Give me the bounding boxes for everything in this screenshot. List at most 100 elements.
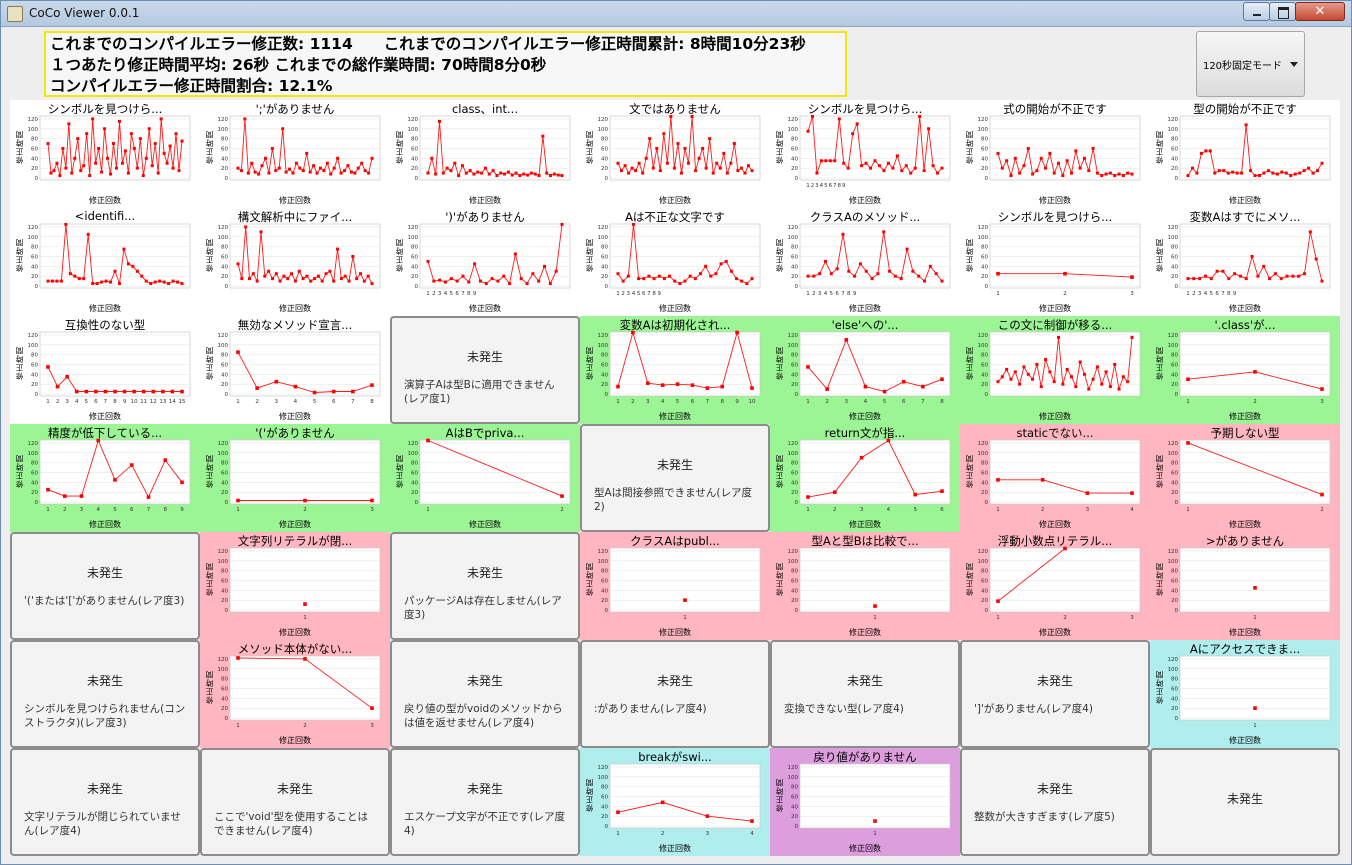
y-tick-label: 120 bbox=[1168, 117, 1179, 123]
data-point bbox=[823, 259, 827, 263]
data-point bbox=[150, 164, 154, 168]
y-tick-label: 120 bbox=[218, 117, 229, 123]
data-point bbox=[645, 381, 650, 385]
y-tick-label: 120 bbox=[788, 225, 799, 231]
data-point bbox=[250, 161, 254, 165]
chart-title: クラスAのメソッド... bbox=[809, 210, 921, 224]
data-point bbox=[117, 119, 121, 123]
x-tick-label: 3 bbox=[815, 183, 819, 189]
data-point bbox=[708, 137, 712, 141]
data-point bbox=[347, 279, 351, 283]
x-axis-label: 修正回数 bbox=[89, 520, 121, 529]
data-point bbox=[46, 142, 50, 146]
data-point bbox=[909, 171, 913, 175]
error-cell-chart: クラスAのメソッド... 修正時間 修正回数 0 20 40 60 80 100 120 1 2 3 4 5… bbox=[770, 208, 960, 316]
y-tick-label: 60 bbox=[601, 254, 608, 260]
data-point bbox=[882, 230, 886, 234]
data-point bbox=[62, 494, 67, 498]
data-point bbox=[351, 389, 355, 394]
data-point bbox=[620, 169, 624, 173]
x-tick-label: 2 bbox=[1253, 399, 1257, 405]
data-point bbox=[312, 390, 317, 395]
close-button[interactable]: ✕ bbox=[1295, 2, 1345, 21]
data-point bbox=[660, 800, 665, 805]
data-point bbox=[1069, 171, 1073, 175]
y-tick-label: 20 bbox=[411, 490, 418, 496]
x-tick-label: 1 bbox=[616, 291, 620, 297]
y-tick-label: 60 bbox=[31, 470, 38, 476]
data-point bbox=[503, 172, 507, 176]
data-point bbox=[251, 272, 255, 276]
data-point bbox=[480, 171, 484, 175]
title-bar[interactable]: CoCo Viewer 0.0.1 ✕ bbox=[1, 1, 1351, 27]
y-tick-label: 120 bbox=[978, 441, 989, 447]
x-tick-label: 3 bbox=[845, 399, 849, 405]
error-cell-chart: class、int... 修正時間 修正回数 0 20 40 60 80 100 120 bbox=[390, 100, 580, 208]
empty-cell-message: 整数が大きすぎます(レア度5) bbox=[974, 811, 1115, 823]
data-point bbox=[739, 166, 743, 170]
data-point bbox=[171, 166, 175, 170]
x-tick-label: 4 bbox=[864, 399, 868, 405]
x-axis-label: 修正回数 bbox=[849, 412, 881, 421]
plot-area bbox=[419, 439, 571, 505]
chart-svg: 0 20 40 60 80 100 120 1 2 3 4 5 6 7 8 9 bbox=[788, 114, 951, 189]
data-point bbox=[552, 172, 556, 176]
data-point bbox=[918, 114, 922, 118]
data-point bbox=[82, 164, 86, 168]
error-cell-empty: 未発生 エスケープ文字が不正です(レア度4) bbox=[390, 748, 580, 856]
chart-svg: 0 20 40 60 80 100 120 1 2 3 4 5 6 7 8 9 bbox=[1168, 223, 1331, 297]
chart-svg: 0 20 40 60 80 100 120 1 2 3 4 bbox=[978, 439, 1141, 513]
x-tick-label: 9 bbox=[123, 399, 127, 405]
data-point bbox=[370, 498, 374, 503]
data-point bbox=[135, 269, 139, 273]
data-point bbox=[270, 146, 274, 150]
y-tick-label: 40 bbox=[1171, 156, 1178, 162]
data-point bbox=[113, 389, 117, 394]
error-cell-empty: 未発生 戻り値の型がvoidのメソッドからは値を返せません(レア度4) bbox=[390, 640, 580, 748]
data-point bbox=[672, 166, 676, 170]
chart-svg: 0 20 40 60 80 100 120 1 2 bbox=[408, 438, 571, 513]
y-tick-label: 100 bbox=[598, 775, 609, 781]
plot-area bbox=[609, 331, 761, 397]
data-point bbox=[1087, 169, 1091, 173]
x-axis-label: 修正回数 bbox=[89, 412, 121, 421]
data-point bbox=[253, 170, 257, 174]
data-point bbox=[683, 279, 687, 283]
data-point bbox=[1091, 146, 1095, 150]
x-tick-label: 4 bbox=[294, 399, 298, 405]
data-point bbox=[683, 598, 687, 602]
y-tick-label: 120 bbox=[978, 117, 989, 123]
y-tick-label: 60 bbox=[31, 362, 38, 368]
data-point bbox=[631, 222, 635, 226]
x-tick-label: 5 bbox=[85, 399, 89, 405]
data-point bbox=[495, 174, 499, 178]
data-point bbox=[631, 330, 635, 335]
y-tick-label: 120 bbox=[978, 549, 989, 555]
mode-dropdown[interactable]: 120秒固定モード bbox=[1196, 31, 1305, 97]
y-tick-label: 0 bbox=[795, 392, 799, 398]
data-point bbox=[913, 492, 917, 497]
maximize-button[interactable] bbox=[1269, 2, 1296, 21]
data-point bbox=[126, 262, 130, 266]
data-point bbox=[859, 455, 864, 460]
x-tick-label: 7 bbox=[1221, 291, 1225, 297]
data-point bbox=[490, 277, 494, 281]
plot-area bbox=[799, 763, 951, 829]
data-point bbox=[851, 132, 855, 136]
y-tick-label: 40 bbox=[791, 480, 798, 486]
y-tick-label: 60 bbox=[981, 146, 988, 152]
y-tick-label: 100 bbox=[1168, 343, 1179, 349]
minimize-button[interactable] bbox=[1243, 2, 1270, 21]
data-point bbox=[931, 164, 935, 168]
data-point bbox=[141, 389, 146, 394]
y-tick-label: 80 bbox=[221, 461, 228, 467]
data-point bbox=[246, 171, 250, 175]
y-tick-label: 60 bbox=[601, 146, 608, 152]
plot-area bbox=[229, 547, 381, 613]
data-point bbox=[339, 277, 343, 281]
data-point bbox=[1130, 491, 1134, 495]
data-point bbox=[103, 127, 107, 131]
y-tick-label: 40 bbox=[31, 372, 38, 378]
data-point bbox=[243, 117, 247, 121]
